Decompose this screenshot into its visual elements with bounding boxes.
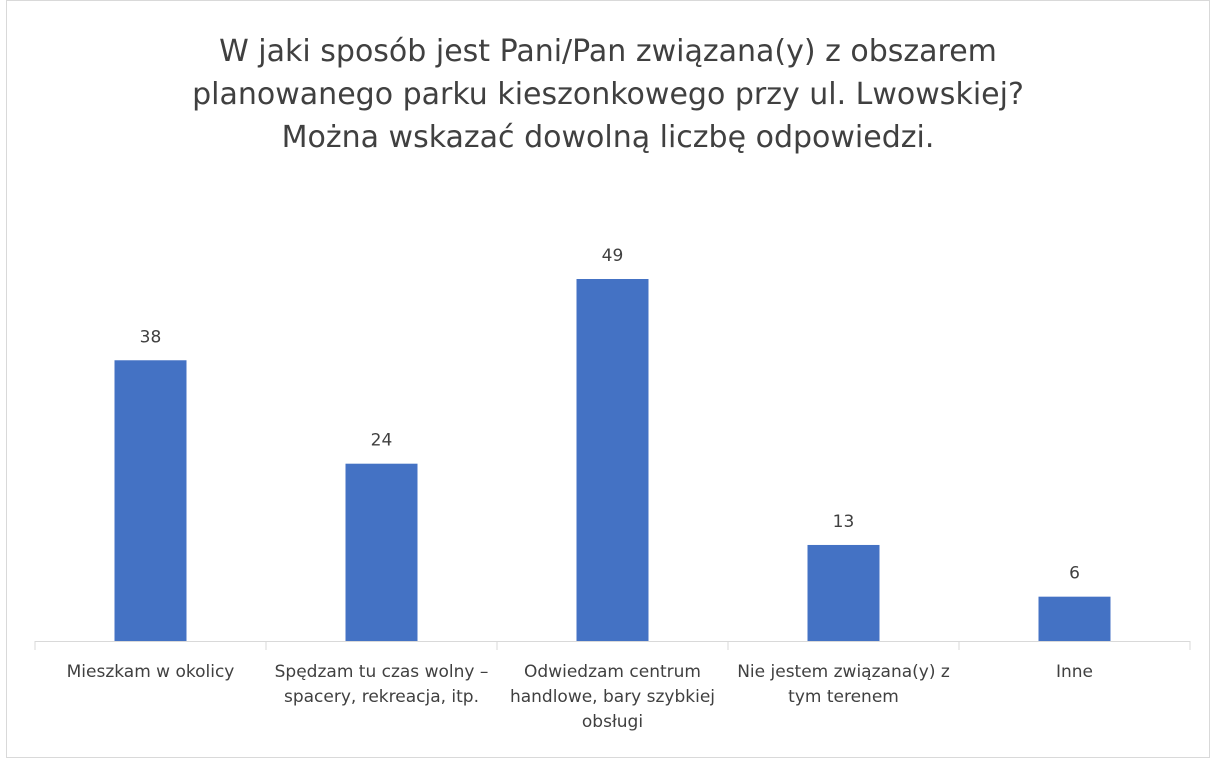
x-tick-label: Inne <box>1055 662 1094 682</box>
bar <box>114 360 187 641</box>
x-tick-label: Spędzam tu czas wolny – spacery, rekreac… <box>274 662 489 707</box>
chart-title: W jaki sposób jest Pani/Pan związana(y) … <box>192 34 1024 155</box>
bar <box>345 463 418 641</box>
bar <box>807 544 880 641</box>
x-tick-label: Mieszkam w okolicy <box>66 662 235 682</box>
data-label: 6 <box>1069 564 1080 584</box>
data-label: 49 <box>602 246 624 266</box>
data-label: 13 <box>833 512 855 532</box>
bar <box>1038 596 1111 641</box>
bar <box>576 279 649 641</box>
data-label: 24 <box>371 431 393 451</box>
x-tick-label: Nie jestem związana(y) z tym terenem <box>737 662 950 707</box>
data-label: 38 <box>140 327 162 347</box>
x-tick-label: Odwiedzam centrum handlowe, bary szybkie… <box>509 662 716 732</box>
